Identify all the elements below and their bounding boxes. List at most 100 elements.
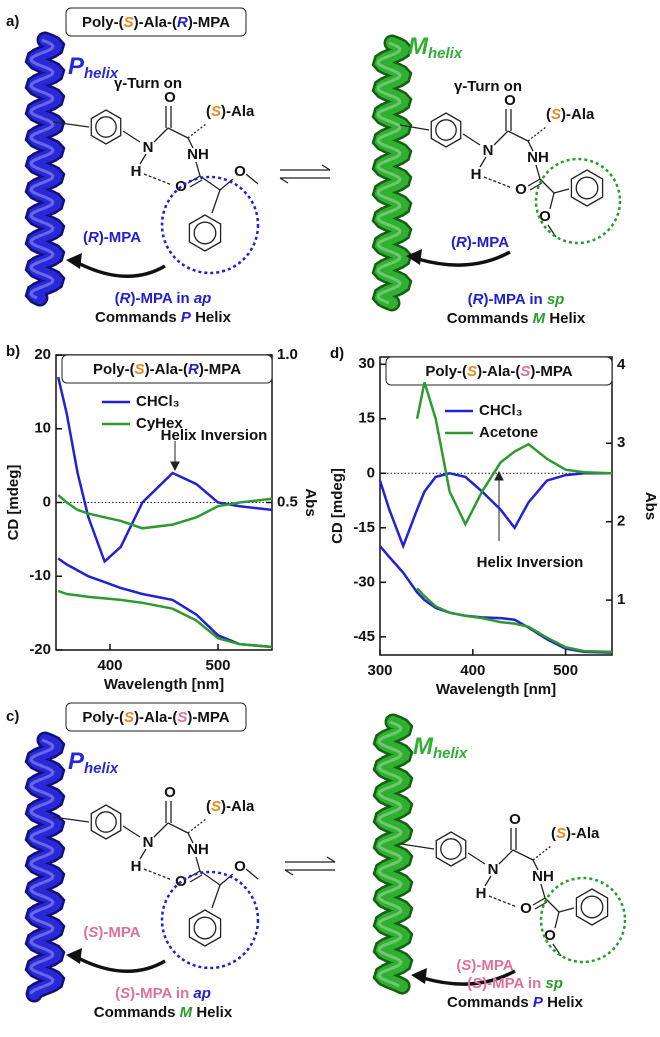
caption-part: P [181,309,192,326]
bond [245,173,259,185]
panel-title-part: )-Ala-( [134,709,177,726]
chart-title-part: S [467,363,477,380]
mpa-label-part: )-MPA [467,234,509,251]
chart-title: Poly-(S)-Ala-(S)-MPA [425,363,572,380]
benzene-ring [430,112,462,148]
atom: NH [187,841,209,858]
bond [211,884,221,909]
panel-title-part: )-MPA [188,14,230,31]
y2-tick-label: 0.5 [277,493,298,510]
ala-label: (S)-Ala [206,103,255,120]
helix [374,37,410,309]
y2-axis-label: Abs [642,492,659,520]
bond [187,818,207,834]
title-box [65,7,247,37]
bond [532,859,539,871]
y-axis-label: CD [mdeg] [329,468,346,544]
mpa-label-part: ( [83,924,88,941]
caption-part: M [180,1004,193,1021]
y-tick-label: -45 [353,628,375,645]
helix-shine [376,41,402,305]
bond [189,179,203,188]
bond [462,133,481,146]
caption-part: S [472,975,482,992]
chart-title-part: )-MPA [530,363,572,380]
panel-title-part: S [124,709,134,726]
command-arrow [417,250,511,267]
series-line [57,589,273,649]
helix-label-part: P [68,53,85,80]
panel-title-part: )-MPA [187,709,229,726]
caption-part: ( [115,985,120,1002]
y2-tick-label: 1.0 [277,346,298,363]
benzene-ring [575,888,609,926]
y-tick-label: -30 [353,573,375,590]
panel-title-part: Poly-( [82,709,124,726]
bond [493,130,509,146]
caption-part: P [533,994,544,1011]
x-tick-label: 300 [367,662,392,679]
bond [498,849,514,865]
helix [27,34,63,304]
bond [554,911,560,929]
arrow-head [406,249,422,265]
caption-part: )-MPA in [131,290,194,307]
command-arrow [422,969,516,986]
x-tick-label: 500 [553,662,578,679]
y-tick-label: -10 [29,567,51,584]
bond [400,843,435,850]
legend-label: CHCl₃ [479,402,523,419]
panel-title-part: S [177,709,187,726]
caption-part: )-MPA in [482,975,545,992]
atom: H [131,163,142,180]
chart-title-part: Poly-( [93,361,135,378]
mpa-label-part: )-MPA [99,229,141,246]
sp-circle [539,876,627,964]
ala-label-part: )-Ala [561,106,595,123]
bond [484,875,492,887]
atom: O [234,858,246,875]
ala-label-part: ( [206,103,211,120]
y2-tick-label: 2 [617,513,625,530]
chart-title-part: S [520,363,530,380]
bond [153,127,169,143]
panel-title-part: S [124,14,134,31]
bond [558,907,575,913]
bond [483,176,513,189]
gamma-turn: γ-Turn on [454,78,522,95]
bond [52,816,90,823]
caption-part: R [473,291,484,308]
atom: NH [532,868,554,885]
panel-title-part: )-Ala-( [134,14,177,31]
caption-part: M [533,310,546,327]
mpa-label-part: )-MPA [471,957,513,974]
bond [535,164,541,180]
atom: O [504,92,516,109]
caption-part: S [120,985,130,1002]
helix-label-part: helix [428,45,463,62]
bond [195,161,201,177]
ring-inner [95,116,117,138]
bond [512,849,534,861]
y-tick-label: 30 [358,355,375,372]
mpa-label-part: ( [456,957,461,974]
chart-title-part: S [135,361,145,378]
ala-label-part: )-Ala [566,825,600,842]
ala-label-part: ( [546,106,551,123]
bond [479,156,487,168]
ala-label-part: S [211,103,221,120]
mpa-label-part: S [88,924,98,941]
bond [532,897,546,906]
benzene-ring [90,804,122,840]
equilibrium-arrows [279,164,336,876]
title-box [65,702,247,732]
ala-label: (S)-Ala [206,798,255,815]
bond [539,178,555,194]
caption-part: ap [193,985,211,1002]
caption-part: ( [468,291,473,308]
x-tick-label: 500 [205,657,230,674]
helix-label-part: M [413,733,434,760]
chart-title-part: Poly-( [425,363,467,380]
annotation: Helix Inversion [477,554,584,571]
chart-title-part: )-Ala-( [477,363,520,380]
